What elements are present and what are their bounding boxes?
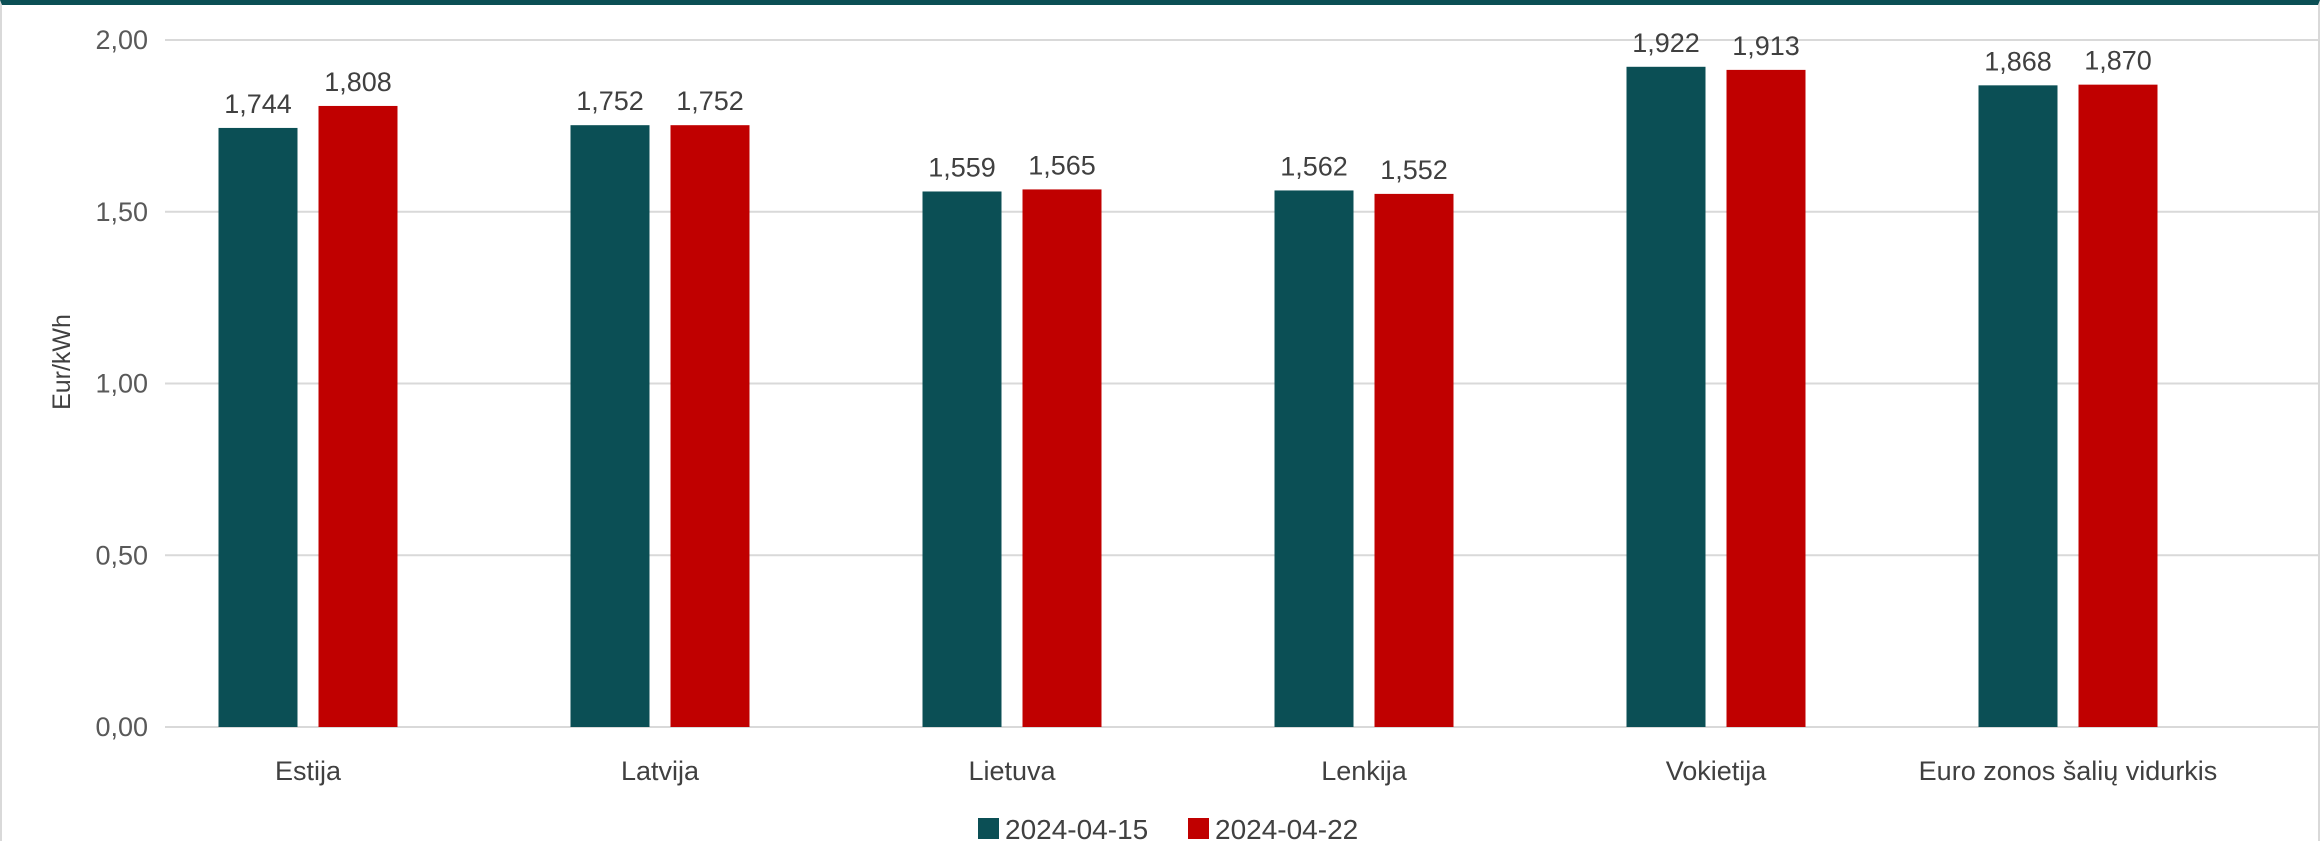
grid-lines bbox=[165, 39, 2320, 728]
y-axis-label: Eur/kWh bbox=[48, 314, 76, 410]
data-label: 1,562 bbox=[1280, 151, 1348, 181]
data-label: 1,744 bbox=[224, 89, 292, 119]
bar bbox=[1374, 193, 1454, 727]
data-labels: 1,744 1,808 1,752 1,752 1,559 1,565 1,562 1,552… bbox=[224, 28, 2152, 185]
data-label: 1,752 bbox=[676, 86, 744, 116]
bar bbox=[670, 125, 750, 728]
x-axis-categories: Estija Latvija Lietuva Lenkija Vokietija Euro… bbox=[275, 756, 2217, 786]
y-tick-label: 0,50 bbox=[95, 540, 148, 570]
legend-swatch bbox=[978, 818, 999, 839]
x-category-label: Lenkija bbox=[1321, 756, 1408, 786]
x-category-label: Euro zonos šalių vidurkis bbox=[1919, 756, 2218, 786]
bar bbox=[1626, 66, 1706, 728]
data-label: 1,913 bbox=[1732, 31, 1800, 61]
data-label: 1,552 bbox=[1380, 155, 1448, 185]
legend-swatch bbox=[1188, 818, 1209, 839]
data-label: 1,559 bbox=[928, 152, 996, 182]
y-tick-label: 1,50 bbox=[95, 197, 148, 227]
bar bbox=[318, 105, 398, 727]
bar bbox=[1274, 190, 1354, 727]
y-axis-ticks: 0,00 0,50 1,00 1,50 2,00 bbox=[95, 25, 148, 742]
bar bbox=[1022, 189, 1102, 728]
bar bbox=[922, 191, 1002, 727]
x-category-label: Vokietija bbox=[1666, 756, 1768, 786]
y-tick-label: 2,00 bbox=[95, 25, 148, 55]
y-tick-label: 1,00 bbox=[95, 369, 148, 399]
data-label: 1,808 bbox=[324, 67, 392, 97]
data-label: 1,752 bbox=[576, 86, 644, 116]
bar bbox=[2078, 84, 2158, 727]
x-category-label: Estija bbox=[275, 756, 342, 786]
bar bbox=[1726, 69, 1806, 727]
data-label: 1,868 bbox=[1984, 46, 2052, 76]
bar bbox=[570, 125, 650, 728]
bar bbox=[1978, 85, 2058, 728]
x-category-label: Lietuva bbox=[968, 756, 1056, 786]
x-category-label: Latvija bbox=[621, 756, 700, 786]
bar bbox=[218, 127, 298, 728]
bar-chart: 1,744 1,808 1,752 1,752 1,559 1,565 1,562 1,552… bbox=[48, 25, 2320, 845]
data-label: 1,565 bbox=[1028, 150, 1096, 180]
legend-entry: 2024-04-15 bbox=[1005, 814, 1148, 845]
data-label: 1,870 bbox=[2084, 46, 2152, 76]
y-tick-label: 0,00 bbox=[95, 712, 148, 742]
bars bbox=[218, 66, 2158, 728]
legend-entry: 2024-04-22 bbox=[1215, 814, 1358, 845]
legend: 2024-04-15 2024-04-22 bbox=[978, 814, 1358, 845]
data-label: 1,922 bbox=[1632, 28, 1700, 58]
